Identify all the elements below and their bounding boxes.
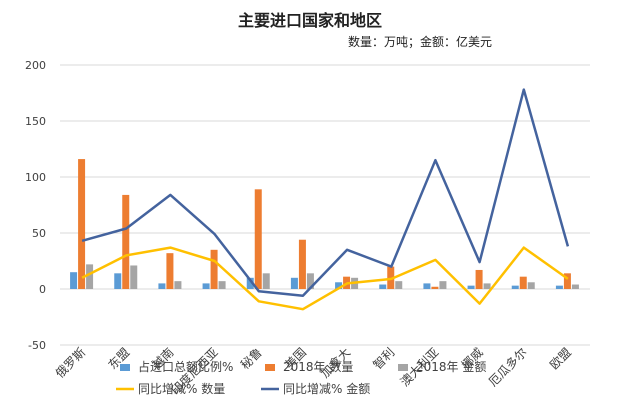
bar-0-7 (379, 284, 387, 289)
bar-1-9 (475, 269, 483, 289)
y-axis-ticks: -50 0 50 100 150 200 (25, 59, 46, 352)
bar-2-2 (174, 281, 182, 289)
bar-2-5 (306, 273, 314, 289)
chart-subtitle: 数量：万吨；金额：亿美元 (348, 34, 492, 49)
y-tick-label: 0 (39, 283, 46, 296)
bar-2-8 (439, 281, 447, 289)
y-tick-label: 50 (32, 227, 46, 240)
grid-lines (60, 64, 590, 346)
bar-0-1 (114, 273, 122, 289)
legend-label: 2018年 数量 (283, 359, 353, 374)
bar-2-3 (218, 281, 226, 289)
line-series-group (81, 88, 570, 311)
x-tick-label: 厄瓜多尔 (485, 345, 530, 390)
bar-1-1 (122, 194, 130, 289)
y-tick-label: 100 (25, 171, 46, 184)
bar-series-group (70, 159, 579, 289)
x-tick-label: 智利 (370, 345, 398, 373)
bar-0-9 (467, 285, 475, 289)
y-tick-label: 200 (25, 59, 46, 72)
bar-2-9 (483, 283, 491, 289)
legend-label: 同比增减% 数量 (138, 381, 225, 396)
bar-1-2 (166, 253, 174, 289)
bar-0-5 (290, 277, 298, 289)
bar-2-11 (571, 284, 579, 289)
bar-0-10 (511, 285, 519, 289)
bar-1-4 (254, 189, 262, 289)
x-tick-label: 欧盟 (547, 345, 574, 372)
legend-swatch (265, 364, 275, 371)
bar-0-6 (335, 282, 343, 289)
bar-0-2 (158, 283, 166, 289)
bar-0-11 (555, 285, 563, 289)
series-line-4 (81, 88, 570, 297)
bar-0-8 (423, 283, 431, 289)
legend-label: 占进口总额比例% (138, 359, 233, 374)
chart-title: 主要进口国家和地区 (238, 11, 382, 30)
bar-2-4 (262, 273, 270, 289)
bar-1-11 (563, 273, 571, 289)
legend-swatch (398, 364, 408, 371)
bar-0-3 (202, 283, 210, 289)
y-tick-label: 150 (25, 115, 46, 128)
y-tick-label: -50 (28, 339, 46, 352)
bar-1-0 (78, 159, 86, 289)
x-tick-label: 俄罗斯 (53, 345, 88, 380)
bar-0-4 (246, 277, 254, 289)
series-line-3 (81, 246, 569, 311)
legend-label: 同比增减% 金额 (283, 381, 370, 396)
bar-1-8 (431, 286, 439, 289)
bar-2-1 (130, 265, 138, 289)
legend-swatch (120, 364, 130, 371)
bar-1-10 (519, 276, 527, 289)
bar-2-7 (395, 281, 403, 289)
bar-1-3 (210, 249, 218, 289)
bar-2-10 (527, 282, 535, 289)
bar-0-0 (70, 272, 78, 289)
bar-2-0 (86, 264, 94, 289)
legend-label: 2018年 金额 (416, 359, 486, 374)
bar-1-5 (298, 239, 306, 289)
x-tick-label: 秘鲁 (238, 345, 265, 372)
